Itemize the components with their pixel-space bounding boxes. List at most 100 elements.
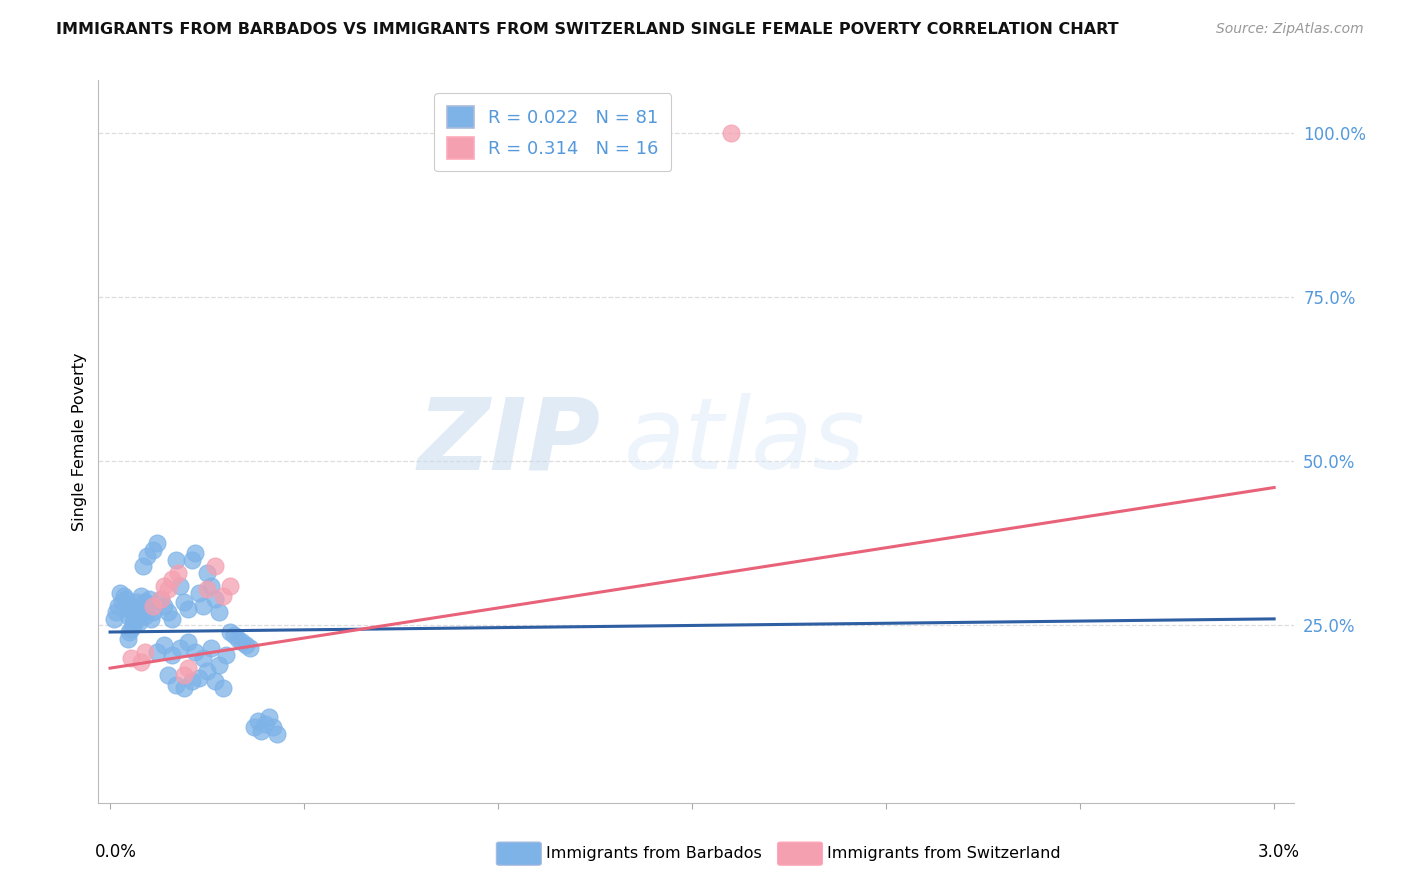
- Point: [142, 599, 165, 613]
- Point: [129, 602, 152, 616]
- Point: [204, 674, 226, 689]
- Point: [176, 635, 198, 649]
- Point: [132, 602, 155, 616]
- Point: [195, 665, 218, 679]
- Point: [215, 648, 238, 662]
- Point: [262, 720, 284, 734]
- Point: [219, 625, 242, 640]
- Point: [129, 589, 152, 603]
- Point: [173, 667, 195, 681]
- Point: [153, 599, 176, 613]
- Point: [235, 638, 257, 652]
- Point: [195, 582, 218, 597]
- Point: [128, 615, 150, 630]
- Point: [173, 595, 195, 609]
- Point: [200, 641, 222, 656]
- Point: [124, 605, 146, 619]
- Point: [134, 645, 156, 659]
- Point: [142, 605, 165, 619]
- Point: [132, 559, 155, 574]
- Point: [720, 126, 742, 140]
- Point: [135, 599, 157, 613]
- Point: [160, 612, 183, 626]
- Text: Immigrants from Switzerland: Immigrants from Switzerland: [827, 847, 1060, 861]
- Point: [145, 536, 167, 550]
- Point: [157, 582, 180, 597]
- Point: [211, 589, 233, 603]
- Point: [224, 628, 246, 642]
- Point: [122, 618, 145, 632]
- Point: [188, 585, 211, 599]
- Point: [242, 720, 264, 734]
- Point: [128, 605, 150, 619]
- Point: [193, 651, 215, 665]
- Point: [157, 667, 180, 681]
- Point: [135, 549, 157, 564]
- Point: [112, 589, 135, 603]
- Point: [173, 681, 195, 695]
- Point: [120, 651, 142, 665]
- Point: [167, 566, 190, 580]
- Point: [200, 579, 222, 593]
- Text: ZIP: ZIP: [418, 393, 600, 490]
- Point: [139, 612, 162, 626]
- Point: [188, 671, 211, 685]
- Point: [124, 615, 146, 630]
- Point: [108, 585, 131, 599]
- Text: 0.0%: 0.0%: [94, 843, 136, 861]
- Point: [231, 635, 253, 649]
- Point: [117, 632, 139, 646]
- Text: 3.0%: 3.0%: [1257, 843, 1299, 861]
- Point: [176, 661, 198, 675]
- Point: [184, 645, 207, 659]
- Point: [138, 592, 160, 607]
- Point: [145, 645, 167, 659]
- Point: [195, 566, 218, 580]
- Point: [120, 622, 142, 636]
- Text: Immigrants from Barbados: Immigrants from Barbados: [546, 847, 761, 861]
- Point: [149, 592, 172, 607]
- Point: [103, 612, 125, 626]
- Point: [246, 714, 269, 728]
- Point: [142, 542, 165, 557]
- Point: [111, 595, 134, 609]
- Point: [176, 602, 198, 616]
- Point: [134, 595, 156, 609]
- Point: [254, 717, 277, 731]
- Point: [184, 546, 207, 560]
- Point: [257, 710, 280, 724]
- Point: [239, 641, 262, 656]
- Point: [266, 727, 288, 741]
- Point: [211, 681, 233, 695]
- Point: [208, 605, 231, 619]
- Point: [120, 599, 142, 613]
- Point: [204, 592, 226, 607]
- Point: [169, 579, 191, 593]
- Point: [149, 592, 172, 607]
- Legend: R = 0.022   N = 81, R = 0.314   N = 16: R = 0.022 N = 81, R = 0.314 N = 16: [434, 93, 671, 171]
- Point: [153, 638, 176, 652]
- Point: [134, 608, 156, 623]
- Point: [165, 677, 187, 691]
- Point: [127, 595, 149, 609]
- Point: [118, 625, 141, 640]
- Point: [226, 632, 249, 646]
- Point: [204, 559, 226, 574]
- Point: [127, 608, 149, 623]
- Point: [193, 599, 215, 613]
- Point: [180, 553, 202, 567]
- Point: [165, 553, 187, 567]
- Point: [129, 655, 152, 669]
- Text: Source: ZipAtlas.com: Source: ZipAtlas.com: [1216, 22, 1364, 37]
- Point: [117, 608, 139, 623]
- Point: [160, 648, 183, 662]
- Point: [208, 657, 231, 672]
- Point: [153, 579, 176, 593]
- Y-axis label: Single Female Poverty: Single Female Poverty: [72, 352, 87, 531]
- Point: [107, 599, 129, 613]
- Point: [160, 573, 183, 587]
- Text: atlas: atlas: [624, 393, 866, 490]
- Point: [180, 674, 202, 689]
- Point: [157, 605, 180, 619]
- Point: [219, 579, 242, 593]
